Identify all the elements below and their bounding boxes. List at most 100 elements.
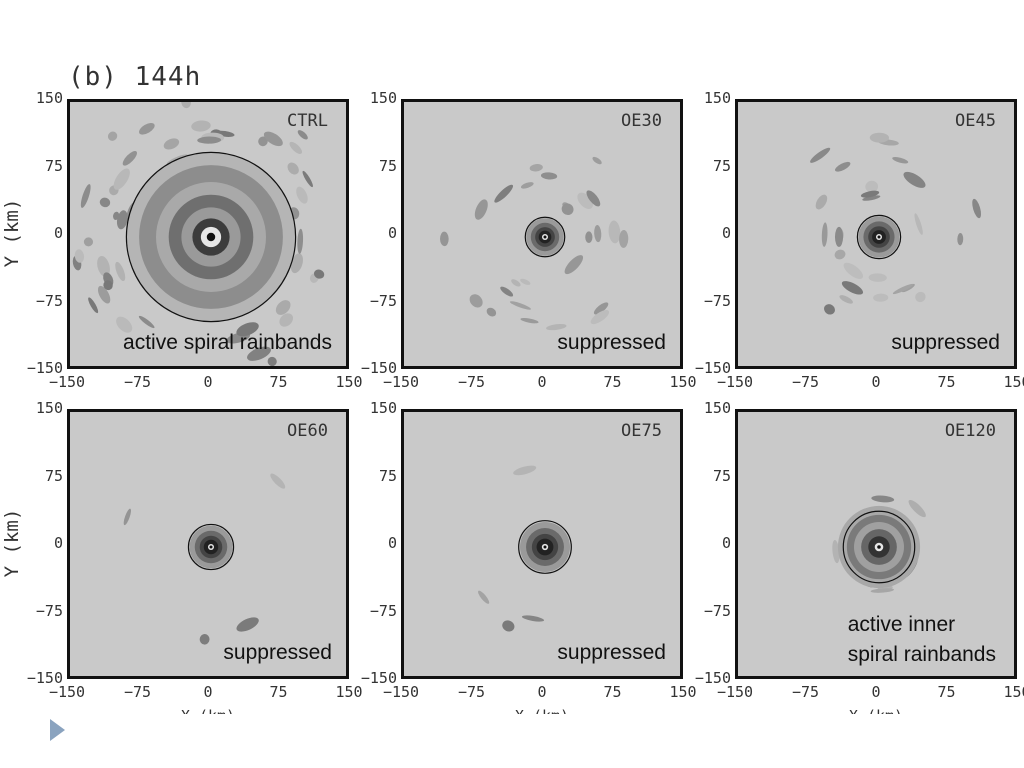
y-tick-label: 150: [369, 89, 397, 107]
rainband-blob: [247, 346, 271, 361]
rainband-blob: [80, 184, 91, 208]
rainband-blob: [115, 261, 126, 282]
rainband-blob: [97, 285, 111, 304]
y-tick-label: −150: [360, 669, 397, 687]
rainband-blob: [181, 102, 191, 109]
rainband-blob: [486, 307, 497, 317]
y-tick-label: −75: [35, 601, 63, 620]
x-tick-label: −75: [123, 683, 152, 701]
figure-title: (b) 144h: [68, 62, 202, 92]
y-tick-label: −75: [703, 291, 731, 310]
eye-center: [877, 545, 881, 549]
rainband-blob: [810, 147, 831, 163]
y-axis-label: Y (km): [1, 508, 23, 578]
x-tick-label: 0: [871, 373, 881, 391]
rainband-blob: [279, 313, 294, 327]
rainband-blob: [263, 131, 283, 147]
rainband-blob: [113, 211, 120, 220]
rainband-blob: [561, 203, 574, 216]
plot-panel-ctrl: CTRL active spiral rainbands: [67, 99, 349, 369]
rainband-blob: [123, 508, 132, 526]
plot-panel-oe75: OE75 suppressed: [401, 409, 683, 679]
rainband-blob: [619, 230, 629, 248]
rainband-blob: [197, 136, 222, 144]
rainband-blob: [275, 300, 291, 315]
rainband-blob: [908, 499, 926, 518]
y-tick-label: 150: [703, 89, 731, 107]
y-tick-label: 150: [35, 89, 63, 107]
rainband-blob: [511, 279, 521, 287]
plot-panel-oe30: OE30 suppressed: [401, 99, 683, 369]
storm-field-graphic: [72, 102, 325, 366]
y-tick-label: 0: [721, 534, 731, 552]
x-tick-label: 75: [937, 373, 956, 391]
y-tick-label: 75: [712, 156, 731, 175]
rainband-blob: [869, 132, 890, 143]
x-tick-label: 0: [537, 683, 547, 701]
next-slide-arrow-icon[interactable]: [50, 719, 65, 741]
rainband-blob: [107, 131, 118, 141]
rainband-blob: [236, 322, 259, 337]
rainband-blob: [116, 316, 133, 333]
rainband-blob: [520, 318, 539, 324]
rainband-blob: [586, 190, 601, 207]
rainband-blob: [97, 255, 110, 277]
rainband-blob: [546, 323, 567, 331]
eye-center: [206, 232, 216, 242]
contour-line: [856, 214, 902, 260]
annotation: suppressed: [557, 638, 666, 668]
rainband-blob: [287, 162, 299, 175]
annotation-line: spiral rainbands: [847, 643, 996, 666]
eye-center: [877, 235, 881, 239]
rainband-blob: [258, 136, 268, 147]
rainband-blob: [821, 222, 828, 247]
rainband-blob: [972, 198, 982, 219]
rainband-blob: [191, 120, 211, 132]
rainband-blob: [957, 233, 964, 246]
y-tick-label: −150: [694, 359, 731, 377]
rainband-blob: [529, 164, 543, 172]
plot-panel-oe60: OE60 suppressed: [67, 409, 349, 679]
storm-field-graphic: [123, 473, 286, 645]
rainband-blob: [440, 231, 449, 247]
y-tick-label: 75: [712, 466, 731, 485]
y-tick-label: 150: [703, 399, 731, 417]
rainband-blob: [302, 170, 313, 188]
y-axis-label: Y (km): [1, 198, 23, 268]
storm-field-graphic: [440, 156, 629, 331]
rainband-blob: [540, 172, 558, 180]
x-tick-label: −150: [716, 373, 754, 391]
rainband-blob: [267, 356, 277, 366]
annotation: suppressed: [557, 328, 666, 358]
y-tick-label: 75: [44, 156, 63, 175]
x-tick-label: −150: [716, 683, 754, 701]
rainband-blob: [868, 273, 887, 282]
contour-line: [518, 520, 572, 574]
y-tick-label: 75: [44, 466, 63, 485]
rainband-blob: [83, 237, 94, 247]
contour-line: [524, 216, 566, 258]
y-tick-label: 75: [378, 466, 397, 485]
y-tick-label: −150: [26, 359, 63, 377]
annotation-line: active inner: [847, 613, 956, 636]
y-tick-label: −75: [35, 291, 63, 310]
rainband-blob: [832, 539, 840, 564]
x-tick-label: −150: [382, 683, 420, 701]
x-tick-label: −150: [48, 373, 86, 391]
rainband-blob: [474, 199, 488, 220]
contour-line: [842, 510, 916, 584]
annotation: suppressed: [223, 638, 332, 668]
rainband-blob: [892, 283, 914, 295]
x-tick-label: 0: [871, 683, 881, 701]
rainband-blob: [103, 280, 113, 291]
x-axis-label: X (km): [816, 707, 936, 714]
x-tick-label: 75: [603, 683, 622, 701]
x-tick-label: 150: [669, 683, 697, 701]
rainband-blob: [297, 228, 304, 254]
rainband-blob: [478, 590, 490, 604]
rainband-blob: [862, 195, 881, 201]
y-tick-label: 0: [53, 534, 63, 552]
run-label: OE75: [621, 421, 662, 441]
y-tick-label: −150: [26, 669, 63, 687]
x-tick-label: 150: [335, 683, 363, 701]
